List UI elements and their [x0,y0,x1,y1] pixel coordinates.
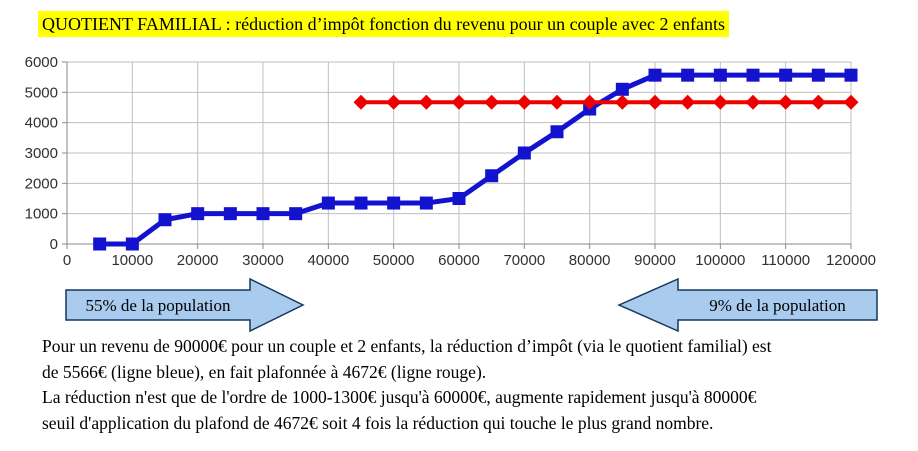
red-diamond-marker [647,94,663,110]
caption-line-2: de 5566€ (ligne bleue), en fait plafonné… [42,361,487,382]
blue-square-marker [158,213,172,227]
x-axis-tick-label: 100000 [695,252,745,269]
y-axis-tick-label: 6000 [25,54,58,71]
blue-square-marker [191,207,205,221]
blue-square-marker [289,207,303,221]
caption-text: Pour un revenu de 90000€ pour un couple … [42,334,912,436]
blue-square-marker [811,68,825,82]
x-axis-tick-label: 0 [63,252,71,269]
left-pointing-arrow-shape [617,277,878,333]
red-diamond-marker [843,94,859,110]
blue-square-marker [452,192,466,205]
right-arrow-label: 9% de la population [709,296,846,315]
blue-square-marker [681,68,695,82]
blue-square-marker [419,196,433,210]
red-diamond-marker [451,94,467,110]
x-axis-tick-label: 90000 [634,252,676,269]
blue-square-marker [779,68,793,82]
red-diamond-marker [745,94,761,110]
left-arrow-label: 55% de la population [85,296,231,315]
x-axis-tick-label: 120000 [826,252,876,269]
y-axis-tick-label: 0 [50,236,58,253]
blue-square-marker [550,125,564,139]
blue-square-marker [256,207,270,221]
blue-square-marker [713,68,727,82]
red-diamond-marker [516,94,532,110]
red-diamond-marker [582,94,598,110]
x-axis-tick-label: 30000 [242,252,284,269]
left-population-arrow: 55% de la population [64,277,305,333]
red-diamond-marker [810,94,826,110]
y-axis-tick-label: 2000 [25,175,58,192]
x-axis-tick-label: 40000 [307,252,349,269]
x-axis-tick-label: 60000 [438,252,480,269]
caption-line-3: La réduction n'est que de l'ordre de 100… [42,387,757,407]
red-diamond-marker [778,94,794,110]
red-diamond-marker [353,94,369,110]
blue-square-marker [125,237,139,251]
red-diamond-marker [484,94,500,110]
blue-square-marker [844,68,858,82]
blue-square-marker [387,196,401,210]
blue-square-marker [517,146,531,160]
blue-square-marker [321,196,335,210]
caption-line-4: seuil d'application du plafond de 4672€ … [42,412,714,433]
red-diamond-marker [418,94,434,110]
red-diamond-marker [614,94,630,110]
x-axis-tick-label: 10000 [111,252,153,269]
blue-square-marker [223,207,237,221]
blue-square-marker [93,237,107,251]
red-diamond-marker [680,94,696,110]
y-axis-tick-label: 1000 [25,206,58,223]
x-axis-tick-label: 110000 [761,252,810,269]
blue-square-marker [615,82,629,96]
y-axis-tick-label: 4000 [25,115,58,132]
y-axis-tick-label: 3000 [25,145,58,162]
blue-square-marker [354,196,368,210]
x-axis-tick-label: 20000 [177,252,219,269]
x-axis-tick-label: 80000 [569,252,611,269]
x-axis-tick-label: 50000 [373,252,415,269]
y-axis-tick-label: 5000 [25,84,58,101]
x-axis-tick-label: 70000 [503,252,545,269]
page-title: QUOTIENT FAMILIAL : réduction d’impôt fo… [38,11,729,37]
right-pointing-arrow-shape [65,277,305,333]
left-pointing-arrow-icon [617,277,878,333]
blue-square-marker [485,169,499,183]
red-diamond-marker [386,94,402,110]
right-population-arrow: 9% de la population [616,277,879,333]
red-diamond-marker [712,94,728,110]
blue-square-marker [746,68,760,82]
blue-square-marker [648,68,662,82]
caption-line-1: Pour un revenu de 90000€ pour un couple … [42,336,772,356]
right-pointing-arrow-icon [65,277,305,333]
red-diamond-marker [549,94,565,110]
